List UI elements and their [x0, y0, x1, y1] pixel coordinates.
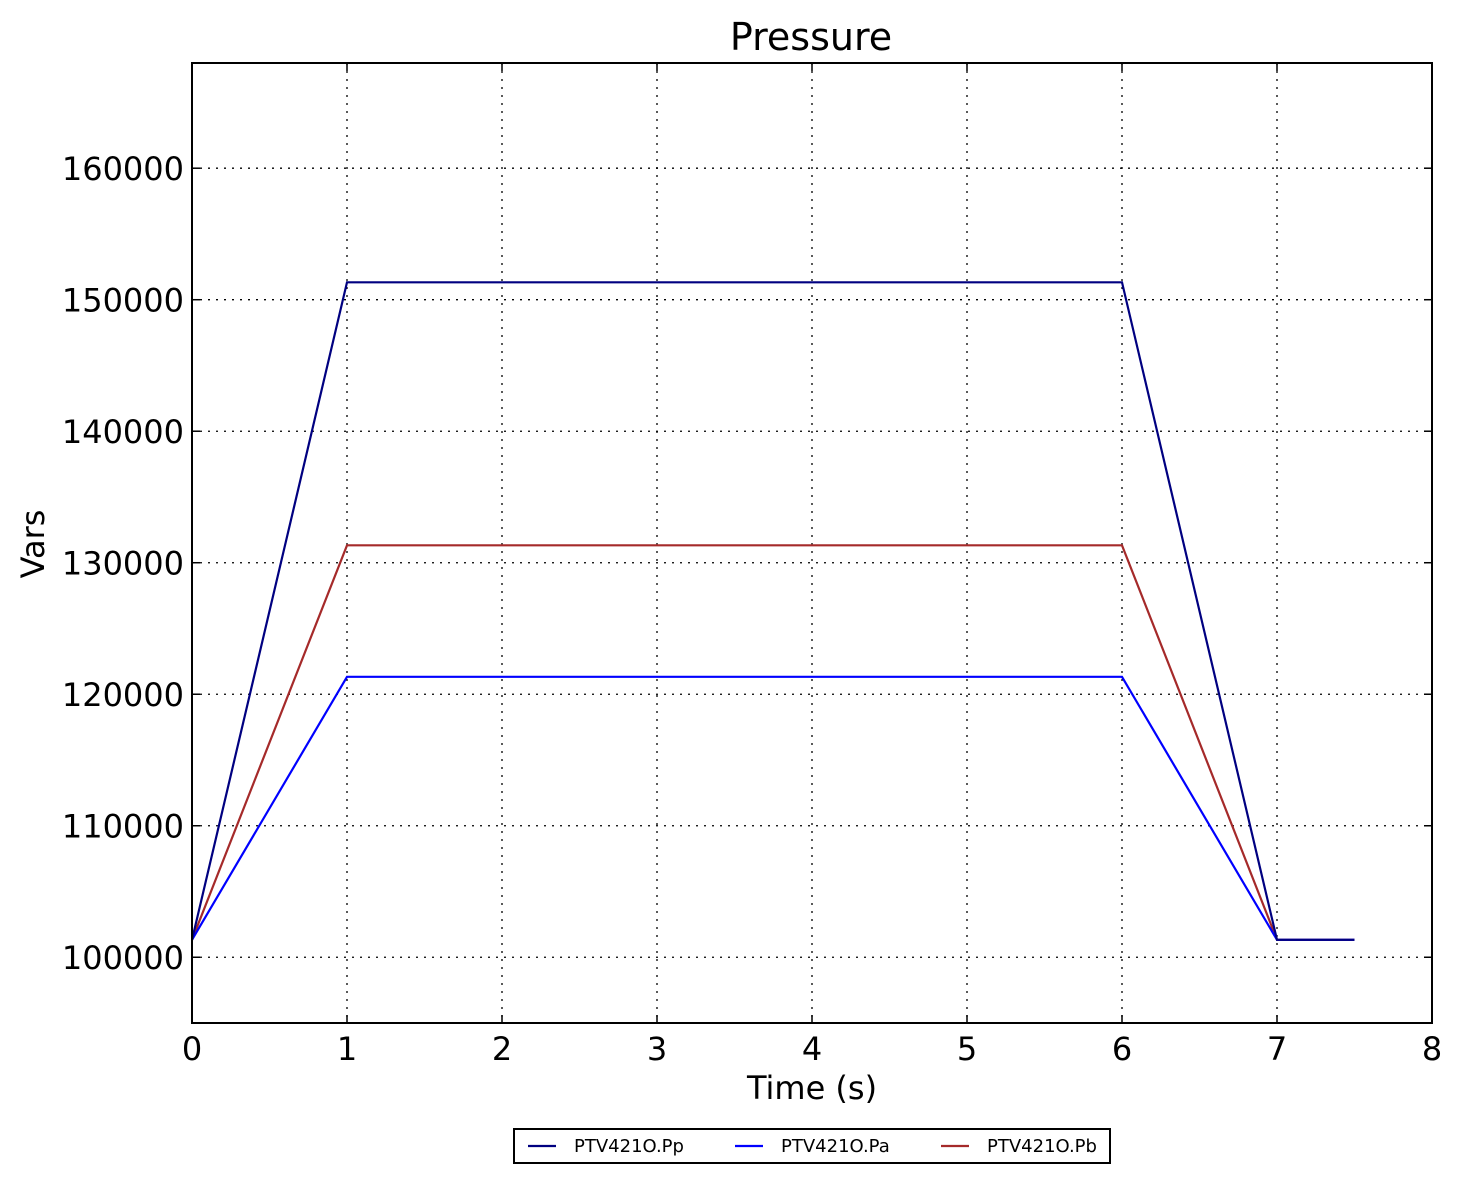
y-tick-label: 100000 [62, 939, 184, 977]
chart-title: Pressure [730, 15, 892, 59]
legend-frame [513, 1128, 1111, 1164]
series-line-2 [190, 544, 1355, 941]
x-tick-label: 1 [337, 1030, 357, 1068]
y-axis-label: Vars [14, 510, 52, 579]
series-layer [190, 281, 1355, 941]
y-tick-label: 150000 [62, 282, 184, 320]
x-tick-label: 3 [647, 1030, 667, 1068]
tick-layer: 0 1 2 3 4 5 6 7 8 100000 110000 120000 130000 140000 1… [62, 63, 1442, 1068]
x-tick-label: 8 [1422, 1030, 1442, 1068]
legend-items: PTV421O.Pp PTV421O.Pa PTV421O.Pb [528, 1136, 1097, 1157]
legend-label: PTV421O.Pp [574, 1136, 684, 1157]
y-tick-label: 140000 [62, 413, 184, 451]
x-tick-label: 4 [802, 1030, 822, 1068]
x-axis-label: Time (s) [746, 1069, 877, 1107]
x-tick-label: 2 [492, 1030, 512, 1068]
y-tick-label: 160000 [62, 150, 184, 188]
series-line-0 [190, 281, 1355, 941]
y-tick-label: 110000 [62, 808, 184, 846]
x-tick-label: 0 [182, 1030, 202, 1068]
x-tick-label: 6 [1112, 1030, 1132, 1068]
legend-label: PTV421O.Pa [781, 1136, 890, 1157]
x-tick-label: 7 [1267, 1030, 1287, 1068]
legend: PTV421O.Pp PTV421O.Pa PTV421O.Pb [513, 1128, 1111, 1164]
x-tick-label: 5 [957, 1030, 977, 1068]
legend-label: PTV421O.Pb [987, 1136, 1097, 1157]
grid-layer [192, 63, 1432, 1023]
y-tick-label: 130000 [62, 545, 184, 583]
series-line-1 [191, 675, 1355, 941]
y-tick-label: 120000 [62, 676, 184, 714]
